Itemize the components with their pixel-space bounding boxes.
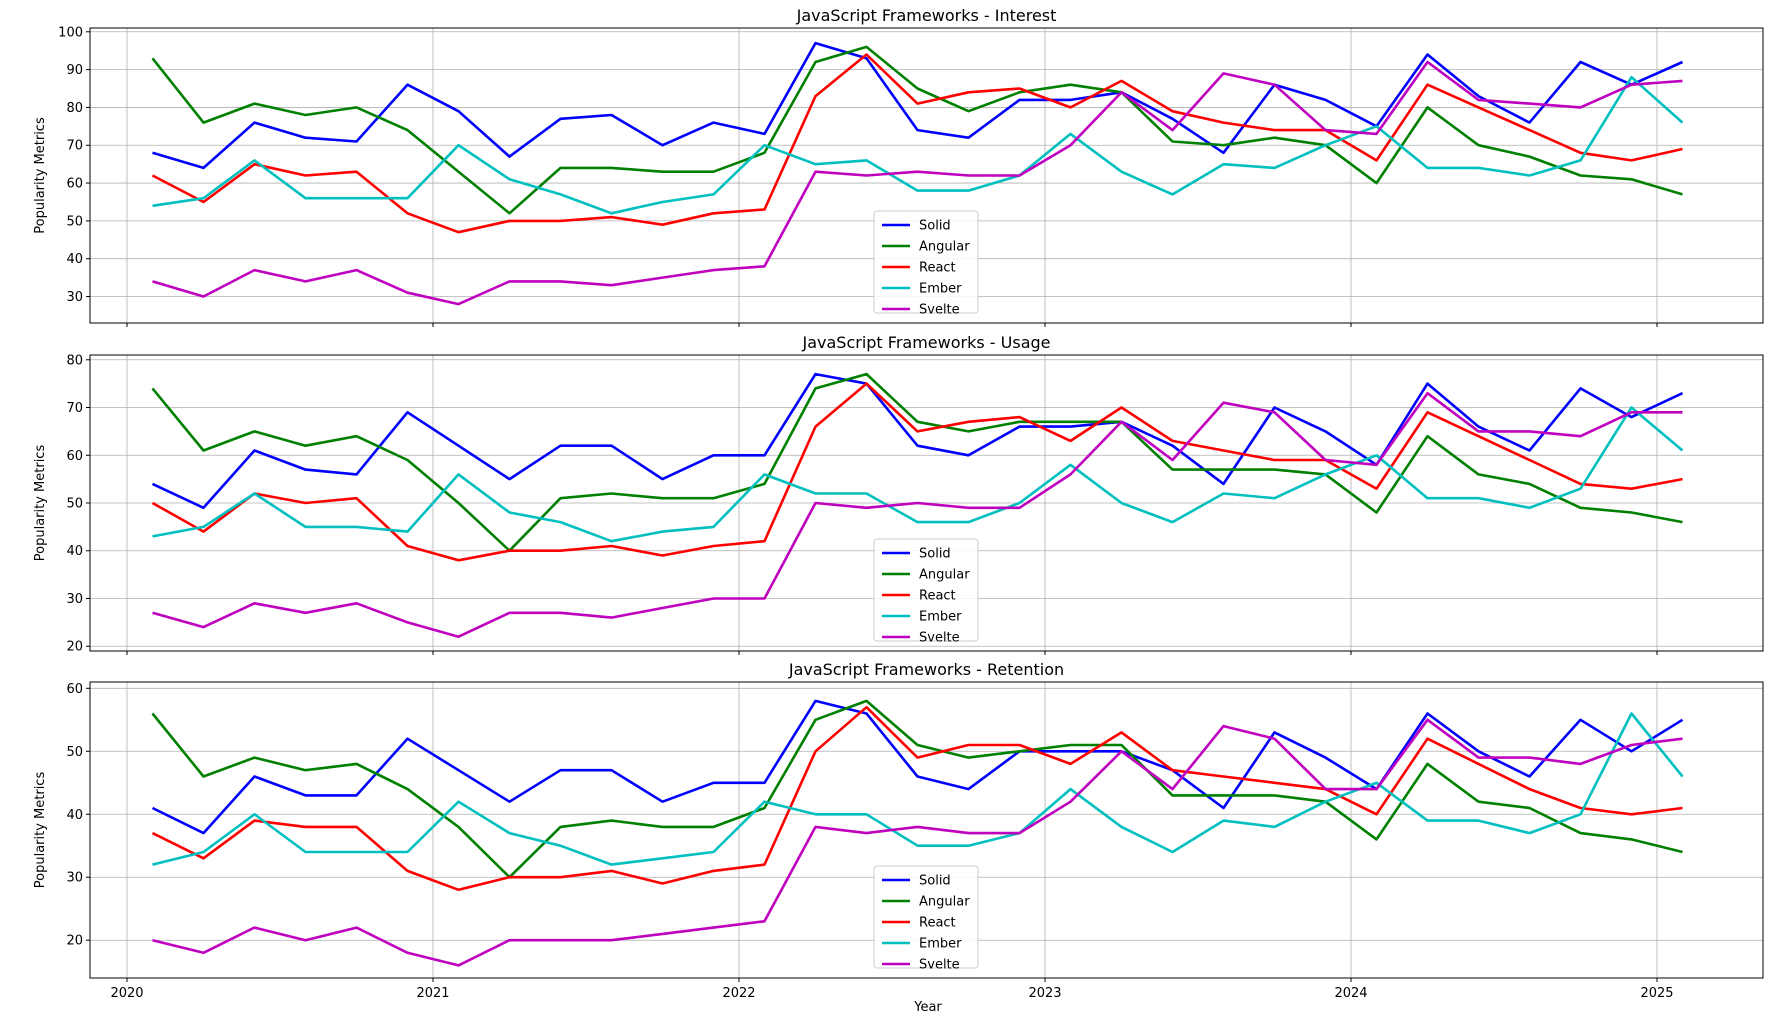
plot-frame <box>89 27 1764 324</box>
panel-3: 20 30 40 50 60 2020 2021 2022 2023 2024 2025 JavaSc… <box>33 660 1764 1001</box>
y-tick-label: 60 <box>66 449 83 464</box>
y-axis-label: Popularity Metrics <box>33 772 48 889</box>
chart-title: JavaScript Frameworks - Interest <box>796 6 1057 25</box>
y-tick-label: 100 <box>58 25 83 40</box>
series-line-react <box>151 53 1683 234</box>
legend-label: Angular <box>919 568 970 583</box>
legend: Solid Angular React Ember Svelte <box>873 538 979 646</box>
x-tick-label: 2021 <box>416 986 449 1001</box>
series-line-react <box>151 705 1683 892</box>
y-axis-label: Popularity Metrics <box>33 117 48 234</box>
y-tick-label: 60 <box>66 177 83 192</box>
y-tick-label: 70 <box>66 139 83 154</box>
legend-label: Angular <box>919 895 970 910</box>
x-tick-label: 2024 <box>1334 986 1367 1001</box>
y-tick-label: 70 <box>66 401 83 416</box>
plot-frame <box>89 681 1764 979</box>
x-tick-label: 2022 <box>722 986 755 1001</box>
series-line-angular <box>151 45 1683 215</box>
series-line-ember <box>152 75 1684 215</box>
legend-label: Solid <box>919 219 951 234</box>
legend-label: Ember <box>919 937 962 952</box>
y-tick-label: 20 <box>66 640 83 655</box>
legend-label: Solid <box>919 874 951 889</box>
series-line-react <box>151 382 1683 562</box>
legend: Solid Angular React Ember Svelte <box>873 210 979 318</box>
y-tick-label: 30 <box>66 592 83 607</box>
x-tick-label: 2020 <box>110 986 143 1001</box>
y-tick-label: 50 <box>66 497 83 512</box>
y-tick-label: 90 <box>66 63 83 78</box>
y-tick-label: 30 <box>66 871 83 886</box>
series-line-angular <box>151 699 1683 879</box>
chart-title: JavaScript Frameworks - Usage <box>802 333 1051 352</box>
y-axis-label: Popularity Metrics <box>33 445 48 562</box>
y-tick-label: 30 <box>66 290 83 305</box>
series-line-solid <box>151 372 1684 510</box>
series-line-svelte <box>152 391 1683 639</box>
series-line-svelte <box>152 718 1683 967</box>
legend-label: React <box>919 589 956 604</box>
legend-label: Solid <box>919 547 951 562</box>
y-tick-label: 40 <box>66 544 83 559</box>
legend-label: Svelte <box>919 303 960 318</box>
y-tick-label: 80 <box>66 101 83 116</box>
chart-title: JavaScript Frameworks - Retention <box>788 660 1064 679</box>
series-line-solid <box>152 41 1684 170</box>
legend-label: Svelte <box>919 631 960 646</box>
legend-label: Ember <box>919 610 962 625</box>
legend: Solid Angular React Ember Svelte <box>873 865 979 973</box>
y-tick-label: 40 <box>66 808 83 823</box>
series-line-svelte <box>152 60 1683 306</box>
x-tick-label: 2023 <box>1028 986 1061 1001</box>
legend-label: Ember <box>919 282 962 297</box>
legend-label: React <box>919 261 956 276</box>
y-tick-label: 50 <box>66 745 83 760</box>
panel-2: 20 30 40 50 60 70 80 JavaScript Frameworks - Us… <box>33 333 1764 655</box>
series-line-ember <box>152 406 1684 543</box>
y-tick-label: 20 <box>66 934 83 949</box>
legend-label: Angular <box>919 240 970 255</box>
legend-label: Svelte <box>919 958 960 973</box>
x-tick-label: 2025 <box>1640 986 1673 1001</box>
series-line-ember <box>152 712 1684 866</box>
panel-1: 30 40 50 60 70 80 90 100 JavaScript Frameworks -… <box>33 6 1764 327</box>
series-line-angular <box>151 372 1683 553</box>
y-tick-label: 60 <box>66 682 83 697</box>
y-tick-label: 80 <box>66 353 83 368</box>
series-line-solid <box>151 699 1684 835</box>
y-tick-label: 50 <box>66 214 83 229</box>
figure-xlabel: Year <box>913 1000 942 1015</box>
y-tick-label: 40 <box>66 252 83 267</box>
legend-label: React <box>919 916 956 931</box>
